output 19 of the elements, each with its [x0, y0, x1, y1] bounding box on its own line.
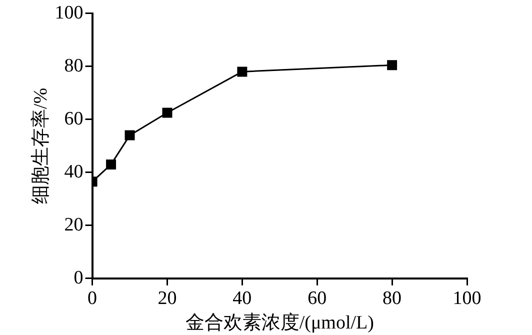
- x-tick-label: 80: [382, 288, 402, 309]
- x-axis-title: 金合欢素浓度/(μmol/L): [185, 312, 374, 334]
- y-tick-label: 80: [64, 55, 84, 76]
- point: [106, 159, 116, 170]
- y-tick-label: 60: [64, 108, 84, 130]
- y-tick-label: 100: [54, 2, 84, 24]
- point: [387, 60, 398, 70]
- x-tick-label: 0: [88, 288, 98, 309]
- point: [237, 66, 248, 77]
- x-tick-label: 60: [308, 288, 327, 309]
- y-axis-title: 细胞生存率/%: [29, 88, 52, 204]
- point: [124, 130, 135, 140]
- x-tick-label: 40: [232, 288, 252, 309]
- y-tick-label: 20: [64, 214, 84, 236]
- y-tick-label: 0: [74, 267, 84, 288]
- y-tick-label: 40: [64, 161, 84, 182]
- point: [162, 108, 172, 118]
- x-tick-label: 100: [452, 288, 482, 309]
- x-tick-label: 20: [158, 288, 177, 309]
